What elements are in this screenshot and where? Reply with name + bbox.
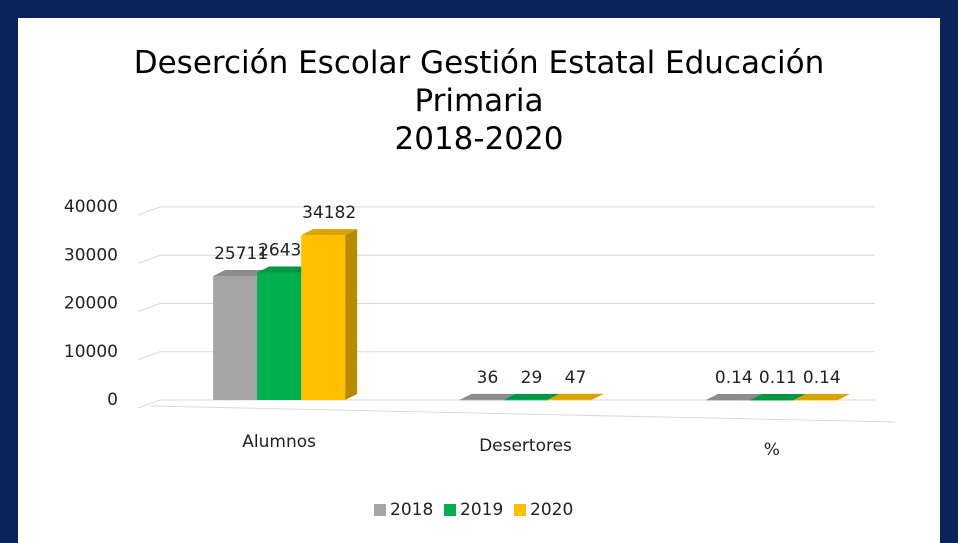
bar [749, 399, 794, 401]
x-tick-label: Alumnos [242, 432, 316, 452]
bar-top [547, 393, 604, 400]
grid-line [137, 303, 875, 312]
legend-swatch [514, 504, 526, 516]
bar-side [591, 393, 604, 400]
legend-label: 2020 [530, 500, 573, 520]
legend-label: 2018 [390, 500, 433, 520]
data-label: 26432 [258, 240, 312, 260]
data-label: 0.11 [759, 368, 797, 388]
chart-panel: Deserción Escolar Gestión Estatal Educac… [18, 18, 940, 543]
legend-swatch [374, 504, 386, 516]
x-tick-label: % [764, 440, 780, 460]
data-label: 36 [477, 368, 499, 388]
bar [257, 272, 302, 400]
bar [503, 399, 548, 401]
floor-edge [149, 405, 896, 423]
x-tick-label: Desertores [479, 436, 572, 456]
bar [213, 275, 258, 400]
bar [301, 235, 346, 400]
grid-line [137, 254, 875, 264]
bar [705, 399, 750, 401]
data-label: 34182 [302, 203, 356, 223]
bar [793, 399, 838, 401]
y-tick-label: 0 [107, 390, 118, 410]
bar [459, 399, 504, 401]
data-label: 29 [521, 368, 543, 388]
grid-line [137, 206, 875, 216]
data-label: 0.14 [715, 368, 753, 388]
legend-label: 2019 [460, 500, 503, 520]
bar-top [793, 393, 850, 400]
y-tick-label: 20000 [64, 294, 118, 314]
data-label: 47 [565, 368, 587, 388]
bar-top [257, 266, 314, 273]
grid-line [137, 399, 875, 409]
bar-top [301, 229, 358, 236]
bar-side [345, 229, 358, 400]
legend-swatch [444, 504, 456, 516]
bar-top [503, 393, 560, 400]
chart-title: Deserción Escolar Gestión Estatal Educac… [133, 45, 825, 119]
data-label: 25711 [214, 244, 268, 264]
bar-top [213, 269, 270, 276]
y-tick-label: 40000 [64, 197, 118, 217]
y-tick-label: 30000 [64, 245, 118, 265]
data-label: 0.14 [803, 368, 841, 388]
bar [547, 399, 592, 401]
bar-top [705, 393, 762, 400]
y-tick-label: 10000 [64, 342, 118, 362]
bar-side [837, 393, 850, 400]
grid-line [137, 351, 875, 361]
chart-subtitle: 2018-2020 [394, 121, 564, 157]
bar-top [749, 393, 806, 400]
bar-top [459, 393, 516, 400]
